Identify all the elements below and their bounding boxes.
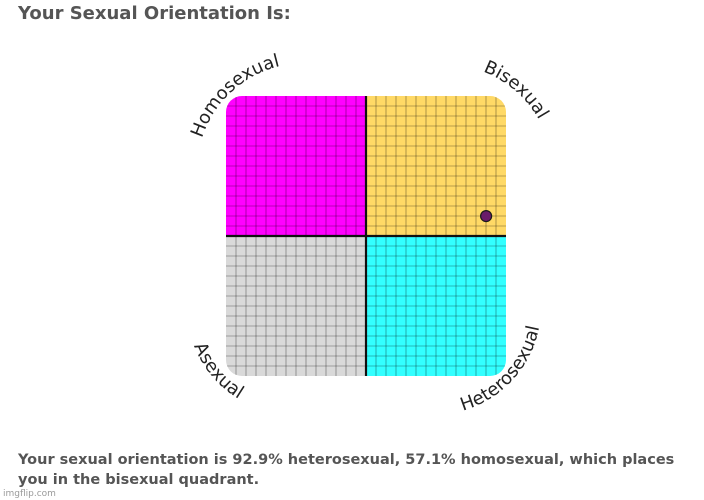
result-text: Your sexual orientation is 92.9% heteros… bbox=[18, 452, 675, 488]
orientation-chart-svg: Homosexual Bisexual Asexual Heterosexual bbox=[187, 50, 552, 415]
page-title: Your Sexual Orientation Is: bbox=[18, 3, 291, 24]
orientation-chart: Homosexual Bisexual Asexual Heterosexual bbox=[180, 50, 552, 422]
watermark: imgflip.com bbox=[3, 489, 56, 499]
gridline-layer bbox=[226, 96, 506, 376]
point-layer bbox=[480, 210, 493, 223]
result-point bbox=[480, 210, 493, 223]
